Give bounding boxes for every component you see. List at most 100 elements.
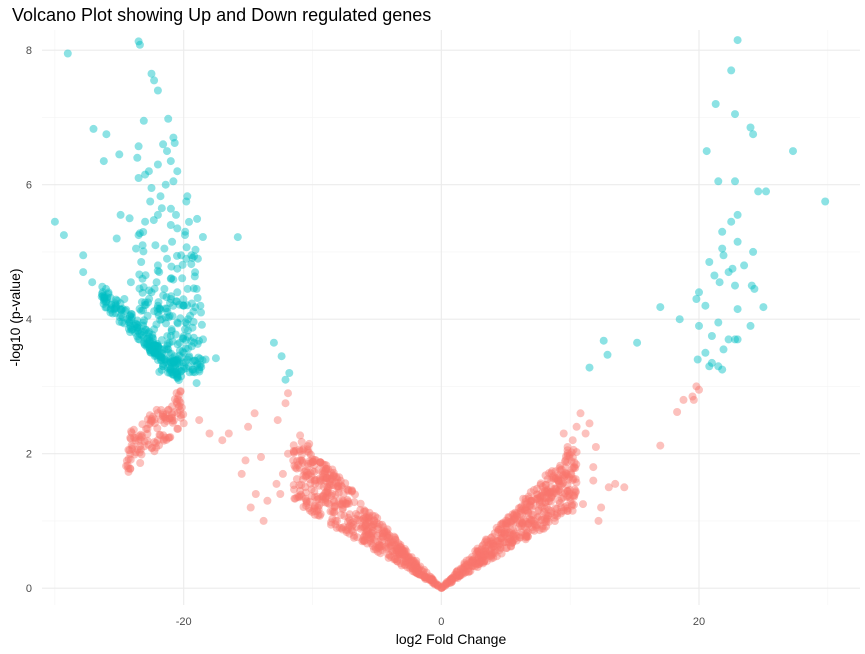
gene-point [115,313,124,322]
gene-point [554,471,563,480]
gene-point [171,361,180,370]
gene-point [525,502,534,511]
gene-point [409,556,418,565]
gene-point [380,528,389,536]
gene-point [470,559,479,568]
gene-point [152,341,160,350]
gene-point [499,532,508,541]
gene-point [141,170,150,179]
gene-point [541,497,550,506]
gene-point [297,437,306,446]
gene-point [164,313,173,322]
gene-point [307,492,316,501]
gene-point [315,481,324,490]
gene-point [127,428,136,437]
gene-point [151,348,160,357]
gene-point [295,445,304,454]
gene-point [160,244,169,253]
gene-point [163,254,171,263]
gene-point [154,311,163,320]
gene-point [570,458,579,467]
gene-point [521,535,530,544]
gene-point [474,553,483,562]
gene-point [296,456,305,465]
gene-point [360,536,369,545]
gene-point [537,516,546,525]
gene-point [359,514,368,523]
gene-point [530,519,539,528]
gene-point [336,500,345,509]
gene-point [547,469,556,478]
gene-point [160,413,169,422]
gene-point [289,447,298,456]
gene-point [301,483,310,491]
gene-point [103,293,112,302]
gene-point [335,523,344,532]
gene-point [523,528,532,536]
gene-point [489,542,498,550]
gene-point [715,278,724,287]
gene-point [358,535,367,544]
gene-point [102,297,111,306]
gene-point [173,409,182,418]
gene-point [762,187,770,196]
gene-point [399,547,408,556]
gene-point [374,522,382,531]
gene-point [378,527,387,536]
gene-point [134,437,143,446]
gene-point [496,543,505,552]
gene-point [323,491,332,500]
gene-point [131,320,140,329]
gene-point [169,370,178,379]
gene-point [318,467,327,476]
gene-point [496,539,504,548]
gene-point [190,338,198,347]
gene-point [401,557,410,566]
gene-point [178,301,187,310]
chart-title: Volcano Plot showing Up and Down regulat… [12,5,432,25]
gene-point [322,488,331,497]
gene-point [417,571,426,580]
gene-point [358,537,367,546]
gene-point [459,566,468,575]
gene-point [534,496,543,505]
gene-point [321,493,330,502]
gene-point [277,352,286,361]
gene-point [148,412,157,421]
gene-point [727,217,736,226]
gene-point [408,567,417,576]
gene-point [534,507,543,515]
gene-point [152,320,161,329]
gene-point [479,559,487,568]
gene-point [493,542,502,551]
gene-point [562,502,571,510]
gene-point [429,577,437,586]
gene-point [173,399,182,408]
gene-point [559,478,568,487]
gene-point [448,573,457,582]
gene-point [401,560,410,569]
gene-point [63,49,72,58]
gene-point [164,368,173,377]
gene-point [334,488,343,497]
gene-point [301,494,310,503]
gene-point [276,490,285,498]
gene-point [143,429,152,438]
grid-lines [42,30,860,605]
gene-point [749,247,758,256]
gene-point [149,342,158,351]
gene-point [408,558,416,567]
gene-point [199,335,207,344]
gene-point [191,268,200,277]
gene-point [496,525,505,534]
gene-point [102,303,111,312]
gene-point [367,529,376,537]
gene-point [182,364,191,373]
gene-point [570,485,579,494]
gene-point [481,547,490,556]
gene-point [131,328,140,337]
gene-point [386,538,395,547]
gene-point [516,533,524,542]
gene-point [144,329,153,338]
gene-point [509,536,518,545]
